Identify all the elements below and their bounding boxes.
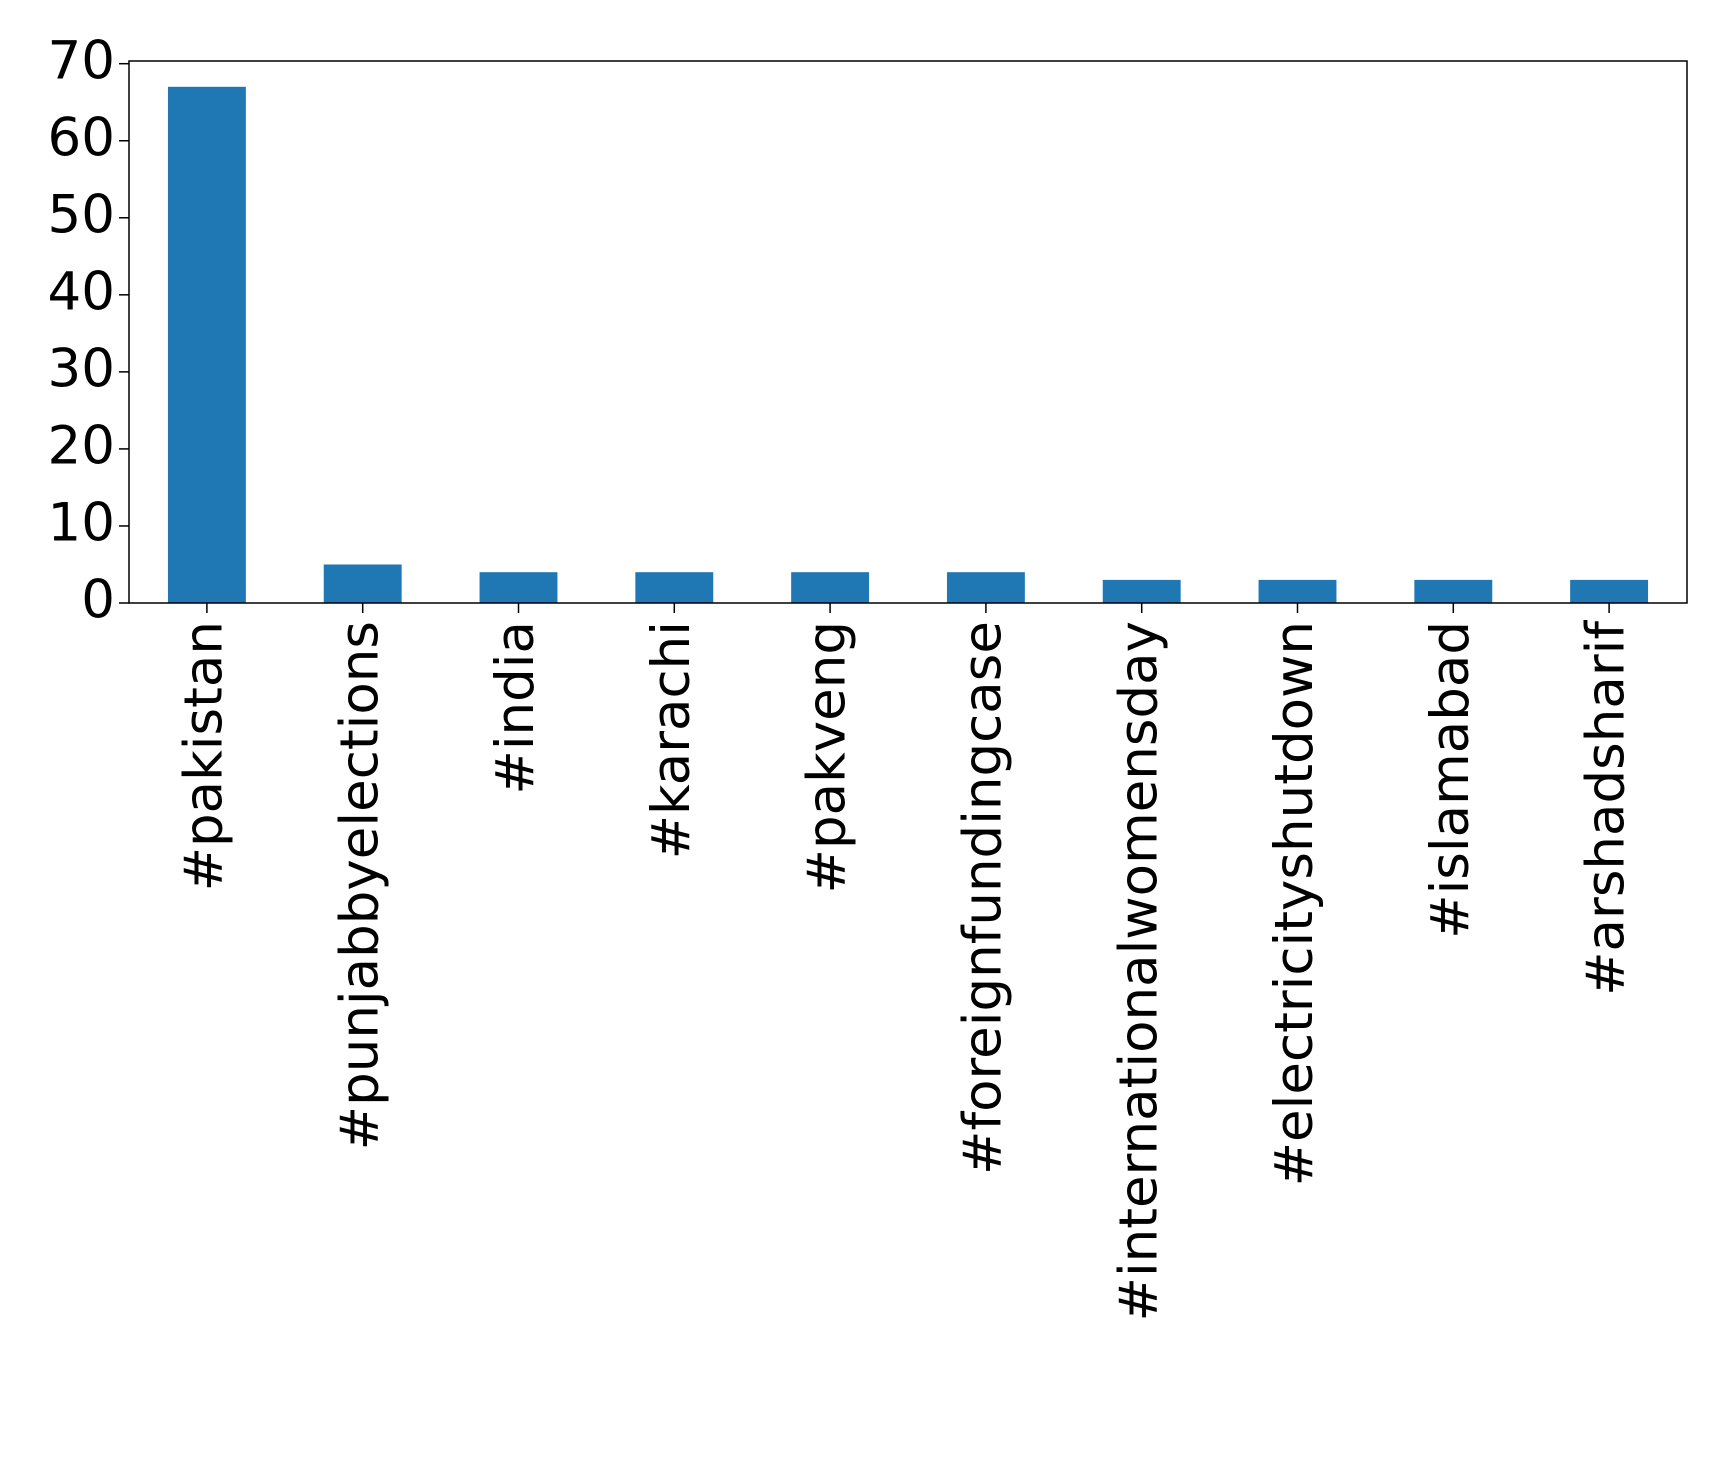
x-tick-label: #arshadsharif xyxy=(1576,620,1637,996)
bar xyxy=(1258,579,1337,603)
bar xyxy=(323,564,402,603)
x-tick-label: #india xyxy=(485,621,546,795)
bar xyxy=(635,572,714,603)
bar xyxy=(1102,579,1181,603)
y-tick-label: 20 xyxy=(48,416,115,477)
y-tick-label: 10 xyxy=(48,493,115,554)
bar xyxy=(1414,579,1493,603)
y-tick-label: 60 xyxy=(48,107,115,168)
y-tick-label: 70 xyxy=(48,30,115,91)
plot-frame xyxy=(128,60,1688,604)
x-tick-label: #foreignfundingcase xyxy=(953,621,1014,1175)
bar xyxy=(946,572,1025,603)
bar xyxy=(791,572,870,603)
y-tick-label: 30 xyxy=(48,339,115,400)
x-tick-label: #punjabbyelections xyxy=(329,621,390,1150)
x-tick-label: #islamabad xyxy=(1420,621,1481,939)
y-tick-label: 50 xyxy=(48,184,115,245)
y-tick-label: 0 xyxy=(81,570,115,631)
x-tick-label: #internationalwomensday xyxy=(1108,621,1169,1321)
x-tick-label: #pakistan xyxy=(174,621,235,891)
bar xyxy=(479,572,558,603)
bar xyxy=(167,86,246,604)
x-tick-label: #pakveng xyxy=(797,621,858,893)
x-tick-label: #electricityshutdown xyxy=(1264,621,1325,1186)
bar xyxy=(1570,579,1649,603)
x-tick-label: #karachi xyxy=(641,621,702,859)
y-tick-label: 40 xyxy=(48,261,115,322)
